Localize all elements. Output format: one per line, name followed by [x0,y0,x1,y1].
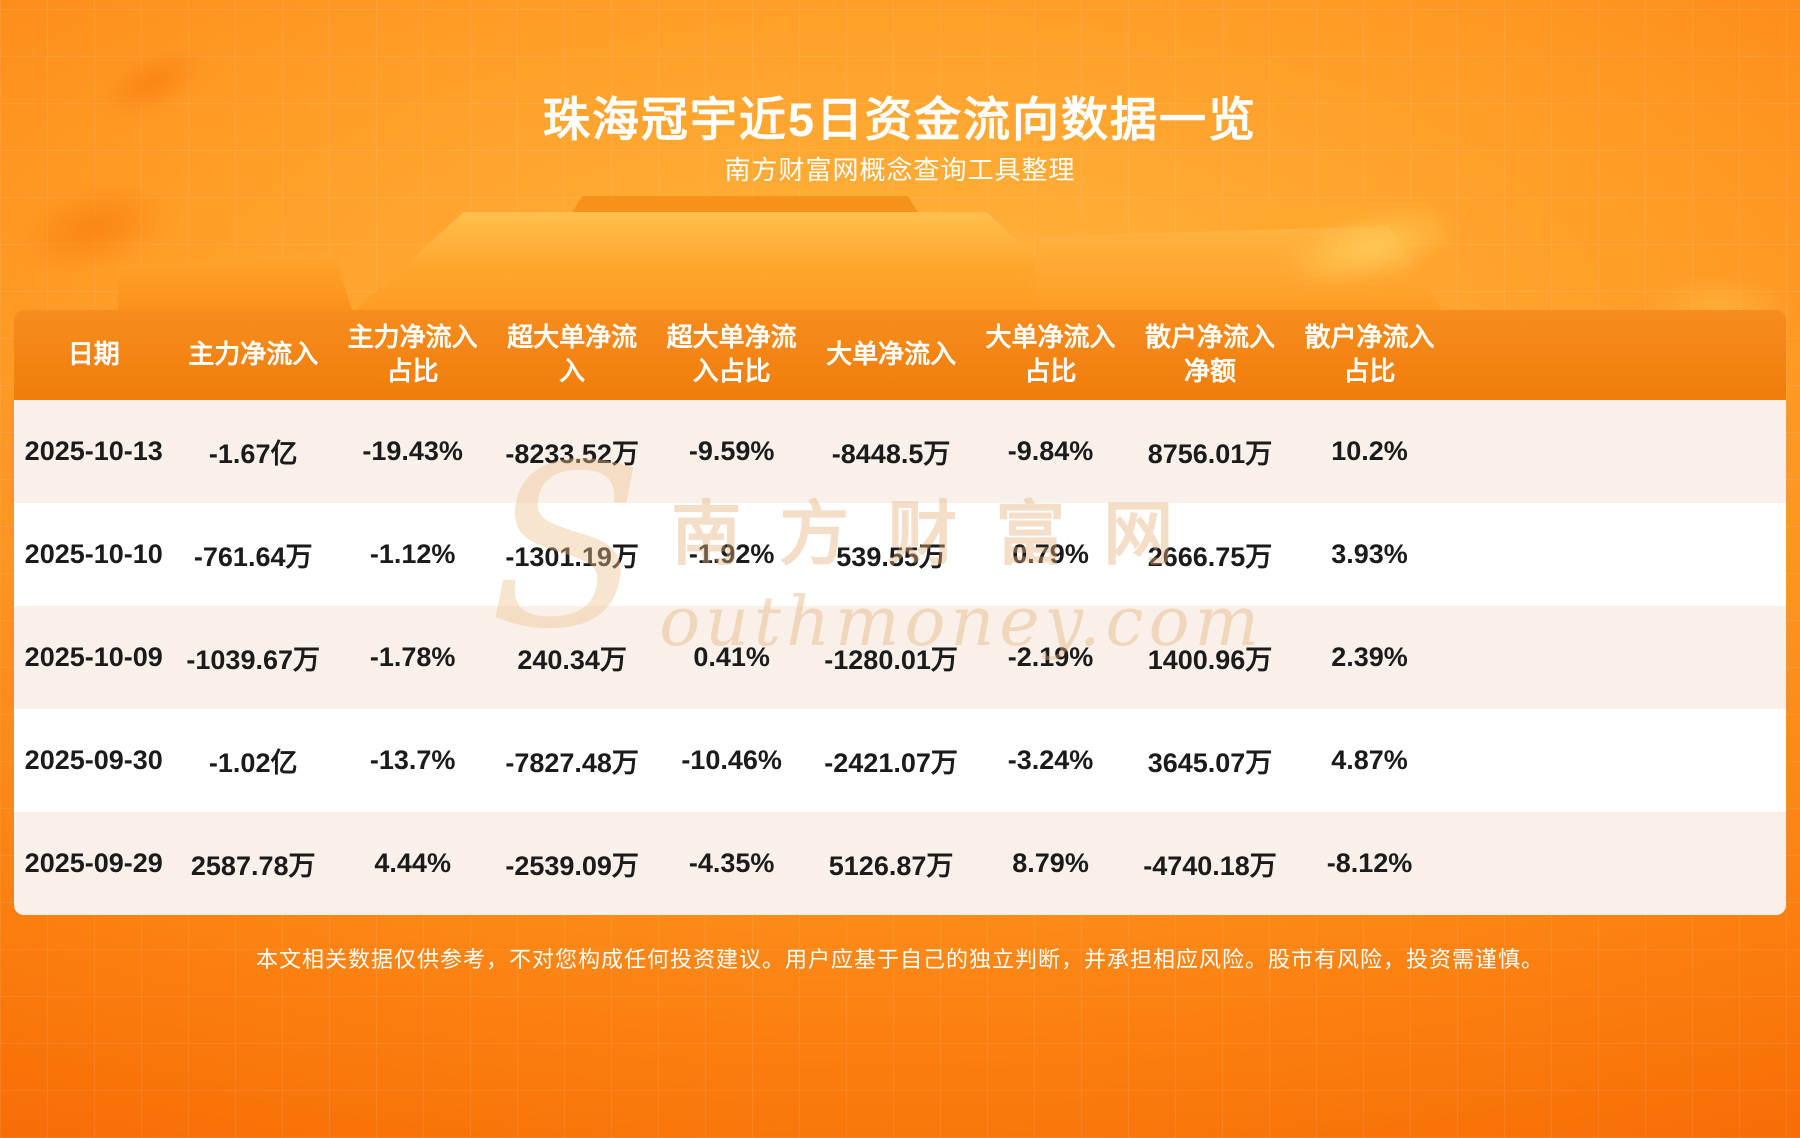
spacer-cell [1449,709,1786,812]
column-header-main-net-inflow-ratio: 主力净流入占比 [332,310,493,400]
value-cell: 2587.78万 [173,812,333,915]
value-cell: -1.92% [651,503,812,606]
value-cell: 3645.07万 [1130,709,1290,812]
disclaimer-text: 本文相关数据仅供参考，不对您构成任何投资建议。用户应基于自己的独立判断，并承担相… [255,947,1544,972]
value-cell: -4740.18万 [1130,812,1290,915]
column-header-retail-net-inflow: 散户净流入净额 [1130,310,1290,400]
column-header-date: 日期 [14,310,174,400]
value-cell: 4.87% [1289,709,1450,812]
spacer-cell [1449,606,1786,709]
value-cell: -8448.5万 [811,400,971,503]
column-header-xl-order-net-inflow: 超大单净流入 [492,310,652,400]
value-cell: 240.34万 [492,606,652,709]
column-header-xl-order-inflow-ratio: 超大单净流入占比 [651,310,812,400]
value-cell: -1039.67万 [173,606,333,709]
value-cell: 5126.87万 [811,812,971,915]
decor-glow-right [1273,191,1467,305]
value-cell: -1.67亿 [173,400,333,503]
value-cell: -2.19% [970,606,1131,709]
value-cell: 3.93% [1289,503,1450,606]
column-header-large-order-inflow-ratio: 大单净流入占比 [970,310,1131,400]
date-cell: 2025-10-10 [14,503,174,606]
decor-podium-back [560,196,930,232]
decor-podium-right-top [1240,202,1450,244]
value-cell: 10.2% [1289,400,1450,503]
value-cell: -1280.01万 [811,606,971,709]
decor-podium-center [352,212,1098,314]
page-subtitle: 南方财富网概念查询工具整理 [724,155,1076,185]
table-row: 2025-09-29 2587.78万 4.44% -2539.09万 -4.35% 51… [14,812,1786,915]
value-cell: -1.78% [332,606,493,709]
value-cell: -13.7% [332,709,493,812]
date-cell: 2025-10-09 [14,606,174,709]
value-cell: -1.02亿 [173,709,333,812]
column-header-large-order-net-inflow: 大单净流入 [811,310,971,400]
value-cell: -7827.48万 [492,709,652,812]
value-cell: 539.55万 [811,503,971,606]
value-cell: 2.39% [1289,606,1450,709]
table-body: 2025-10-13 -1.67亿 -19.43% -8233.52万 -9.59% -8… [14,400,1786,915]
value-cell: -3.24% [970,709,1131,812]
value-cell: -9.59% [651,400,812,503]
value-cell: -8.12% [1289,812,1450,915]
value-cell: 4.44% [332,812,493,915]
spacer-cell [1449,503,1786,606]
spacer-cell [1449,400,1786,503]
value-cell: 0.79% [970,503,1131,606]
table-row: 2025-10-13 -1.67亿 -19.43% -8233.52万 -9.59% -8… [14,400,1786,503]
column-header-retail-inflow-ratio: 散户净流入占比 [1289,310,1450,400]
value-cell: -1.12% [332,503,493,606]
value-cell: -4.35% [651,812,812,915]
decor-podium-left [118,252,353,314]
table-row: 2025-10-10 -761.64万 -1.12% -1301.19万 -1.92% 5… [14,503,1786,606]
decor-podium-right [1035,226,1445,314]
page-title: 珠海冠宇近5日资金流向数据一览 [542,93,1258,147]
spacer-cell [1449,812,1786,915]
date-cell: 2025-10-13 [14,400,174,503]
value-cell: -2539.09万 [492,812,652,915]
date-cell: 2025-09-29 [14,812,174,915]
value-cell: -19.43% [332,400,493,503]
value-cell: 1400.96万 [1130,606,1290,709]
fund-flow-data-table: 日期 主力净流入 主力净流入占比 超大单净流入 超大单净流入占比 大单净流入 大… [14,310,1786,915]
table-header-row: 日期 主力净流入 主力净流入占比 超大单净流入 超大单净流入占比 大单净流入 大… [14,310,1786,400]
value-cell: -2421.07万 [811,709,971,812]
value-cell: 2666.75万 [1130,503,1290,606]
column-header-spacer [1449,310,1786,400]
value-cell: 8.79% [970,812,1131,915]
value-cell: -8233.52万 [492,400,652,503]
table-row: 2025-10-09 -1039.67万 -1.78% 240.34万 0.41% -12… [14,606,1786,709]
value-cell: 0.41% [651,606,812,709]
value-cell: -10.46% [651,709,812,812]
fund-flow-table: 日期 主力净流入 主力净流入占比 超大单净流入 超大单净流入占比 大单净流入 大… [14,310,1786,915]
value-cell: -9.84% [970,400,1131,503]
date-cell: 2025-09-30 [14,709,174,812]
value-cell: -1301.19万 [492,503,652,606]
column-header-main-net-inflow: 主力净流入 [173,310,333,400]
table-row: 2025-09-30 -1.02亿 -13.7% -7827.48万 -10.46% -2… [14,709,1786,812]
value-cell: 8756.01万 [1130,400,1290,503]
value-cell: -761.64万 [173,503,333,606]
